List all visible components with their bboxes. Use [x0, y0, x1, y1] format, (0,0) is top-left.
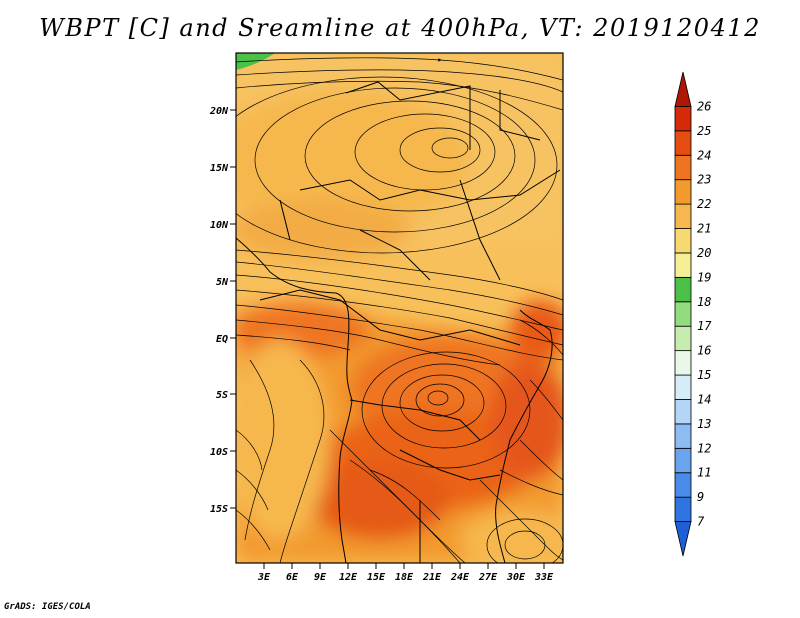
colorbar-label: 12	[697, 441, 711, 455]
colorbar-label: 17	[697, 319, 712, 333]
colorbar-swatch	[674, 276, 692, 303]
colorbar-label: 22	[697, 197, 711, 211]
colorbar-label: 11	[697, 466, 711, 480]
colorbar-label: 15	[697, 368, 711, 382]
map-frame	[235, 52, 564, 564]
lon-tick-label: 12E	[339, 572, 358, 583]
lon-tick-label: 15E	[367, 572, 386, 583]
colorbar-swatch	[674, 130, 692, 156]
streamlines	[236, 57, 563, 563]
colorbar-label: 24	[697, 148, 711, 162]
lat-tick-label: 10S	[210, 447, 228, 458]
grads-credit: GrADS: IGES/COLA	[4, 602, 91, 612]
colorbar-label: 16	[697, 344, 711, 358]
latitude-labels: 20N 15N 10N 5N EQ 5S 10S 15S	[209, 106, 229, 515]
lon-tick-label: 30E	[506, 572, 526, 583]
lat-tick-label: 15S	[210, 504, 228, 515]
country-boundaries	[236, 81, 561, 563]
colorbar: 7 9 11 12 13 14 15 16 17 18 19 20 21 22 23 24 25 26	[674, 71, 712, 557]
lon-tick-label: 33E	[534, 572, 554, 583]
lon-tick-label: 24E	[450, 572, 470, 583]
colorbar-swatch	[674, 350, 692, 376]
colorbar-swatch	[674, 179, 692, 205]
lon-tick-label: 9E	[314, 572, 327, 583]
colorbar-label: 14	[697, 392, 711, 406]
lat-tick-label: EQ	[216, 334, 228, 345]
colorbar-swatch	[674, 521, 692, 557]
colorbar-label: 18	[697, 295, 711, 309]
colorbar-label: 20	[697, 246, 711, 260]
colorbar-swatch	[674, 71, 692, 107]
colorbar-swatch	[674, 301, 692, 327]
colorbar-label: 9	[697, 490, 704, 504]
latitude-axis	[230, 109, 236, 509]
colorbar-label: 13	[697, 417, 711, 431]
page-title: WBPT [C] and Sreamline at 400hPa, VT: 20…	[39, 14, 761, 42]
lon-tick-label: 21E	[422, 572, 442, 583]
map-panel	[236, 53, 563, 563]
lat-tick-label: 5S	[216, 390, 228, 401]
lon-tick-label: 18E	[395, 572, 414, 583]
colorbar-swatch	[674, 228, 692, 254]
colorbar-swatch	[674, 106, 692, 132]
lat-tick-label: 15N	[210, 163, 229, 174]
colorbar-swatch	[674, 399, 692, 425]
colorbar-swatch	[674, 423, 692, 449]
lat-tick-label: 5N	[216, 277, 229, 288]
colorbar-swatch	[674, 447, 692, 474]
colorbar-swatch	[674, 252, 692, 278]
lon-tick-label: 27E	[478, 572, 498, 583]
colorbar-swatch	[674, 325, 692, 352]
wbpt-shading	[236, 53, 563, 563]
colorbar-swatch	[674, 472, 692, 498]
colorbar-label: 21	[697, 222, 711, 236]
longitude-labels: 3E 6E 9E 12E 15E 18E 21E 24E 27E 30E 33E	[257, 572, 554, 583]
lon-tick-label: 6E	[286, 572, 299, 583]
colorbar-label: 7	[697, 515, 705, 529]
colorbar-label: 19	[697, 270, 711, 284]
lat-tick-label: 10N	[210, 220, 229, 231]
colorbar-swatch	[674, 203, 692, 229]
colorbar-label: 26	[697, 99, 711, 113]
longitude-axis	[263, 563, 545, 569]
lon-tick-label: 3E	[257, 572, 271, 583]
colorbar-swatch	[674, 496, 692, 522]
colorbar-swatch	[674, 154, 692, 181]
colorbar-label: 23	[697, 173, 711, 187]
colorbar-label: 25	[697, 124, 711, 138]
lat-tick-label: 20N	[209, 106, 229, 117]
colorbar-swatch	[674, 374, 692, 400]
